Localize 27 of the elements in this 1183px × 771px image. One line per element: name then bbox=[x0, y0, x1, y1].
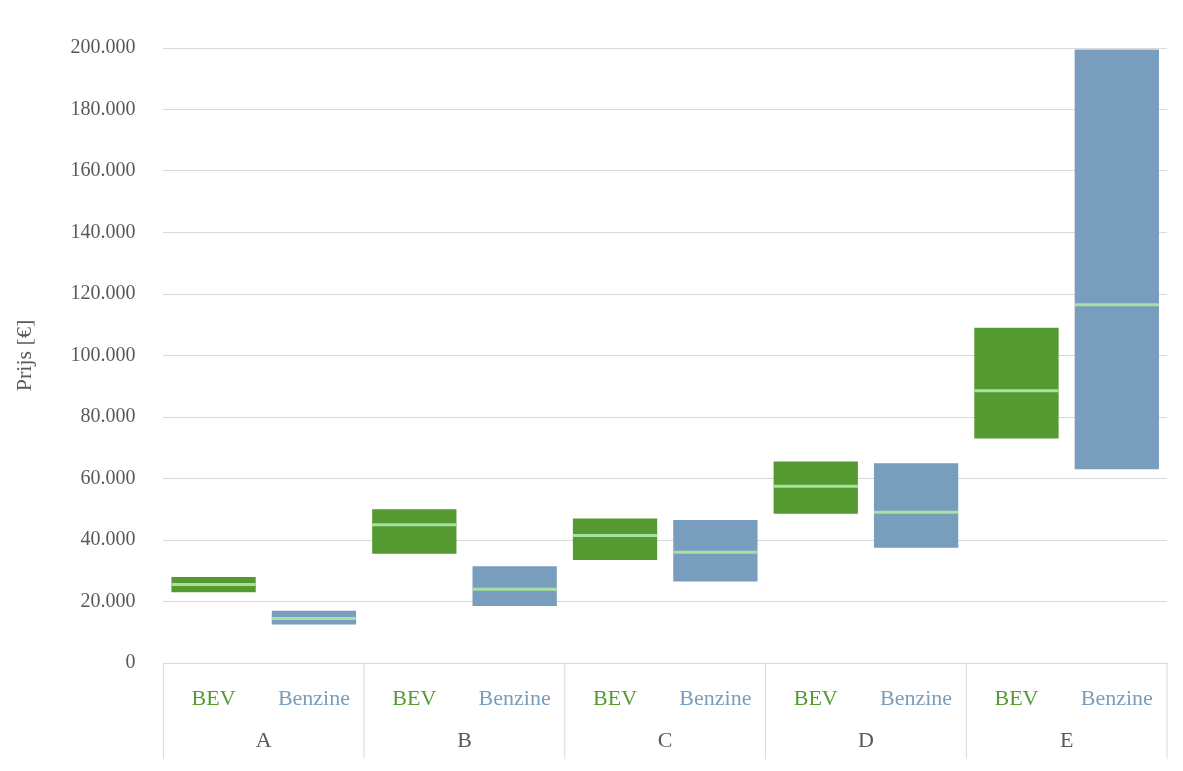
y-tick-label: 160.000 bbox=[70, 158, 136, 181]
text: Benzine bbox=[679, 684, 752, 710]
x-tick-label: B bbox=[457, 726, 472, 752]
x-tick-label: D bbox=[857, 726, 874, 752]
y-tick-label: 100.000 bbox=[70, 342, 136, 365]
text: Benzine bbox=[277, 684, 350, 710]
y-tick-label: 0 bbox=[125, 650, 136, 673]
y-tick-label: 20.000 bbox=[80, 588, 136, 611]
y-tick-label: 40.000 bbox=[80, 527, 136, 550]
y-tick-label: 120.000 bbox=[70, 281, 136, 304]
text: BEV bbox=[793, 684, 838, 710]
y-tick-label: 200.000 bbox=[70, 35, 136, 58]
text: BEV bbox=[994, 684, 1039, 710]
y-tick-label: 80.000 bbox=[80, 404, 136, 427]
text: BEV bbox=[191, 684, 236, 710]
text: BEV bbox=[593, 684, 638, 710]
text: Benzine bbox=[478, 684, 551, 710]
text: Benzine bbox=[1080, 684, 1153, 710]
x-tick-label: E bbox=[1059, 726, 1074, 752]
text: BEV bbox=[392, 684, 437, 710]
y-axis-title: Prijs [€] bbox=[10, 319, 36, 392]
text: Benzine bbox=[880, 684, 953, 710]
x-tick-label: A bbox=[255, 726, 272, 752]
y-tick-label: 60.000 bbox=[80, 465, 136, 488]
y-tick-label: 180.000 bbox=[70, 96, 136, 119]
y-tick-label: 140.000 bbox=[70, 219, 136, 242]
x-tick-label: C bbox=[657, 726, 673, 752]
